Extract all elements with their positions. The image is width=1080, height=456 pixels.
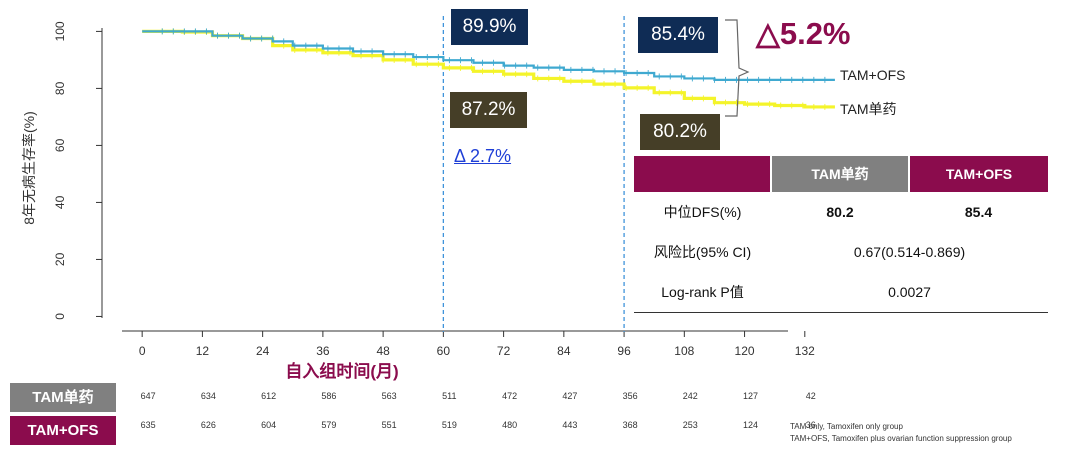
risk-number: 36 [805, 420, 816, 430]
stats-median-tam: 80.2 [826, 204, 854, 220]
callout-ofs-60: 89.9% [451, 9, 528, 45]
x-tick-label-72: 72 [497, 344, 511, 358]
risk-number: 612 [261, 391, 277, 401]
stats-row-hr: 风险比(95% CI) 0.67(0.514-0.869) [634, 232, 1048, 272]
stats-median-ofs: 85.4 [964, 204, 993, 220]
risk-number: 472 [502, 391, 518, 401]
risk-number: 124 [743, 420, 759, 430]
risk-number: 42 [805, 391, 816, 401]
x-tick-label-132: 132 [795, 344, 815, 358]
x-tick-label-48: 48 [376, 344, 390, 358]
y-tick-label-60: 60 [53, 138, 67, 152]
x-tick-label-96: 96 [617, 344, 631, 358]
y-tick-label-100: 100 [53, 21, 67, 41]
stats-label-median: 中位DFS(%) [663, 204, 742, 220]
risk-label-tam: TAM单药 [10, 383, 116, 412]
stats-row-median: 中位DFS(%) 80.2 85.4 [634, 192, 1048, 232]
risk-number: 586 [321, 391, 337, 401]
risk-number: 519 [441, 420, 457, 430]
stats-hr-value: 0.67(0.514-0.869) [853, 244, 966, 260]
delta-60-label: Δ 2.7% [454, 146, 512, 166]
footnote-tam-ofs: TAM+OFS, Tamoxifen plus ovarian function… [790, 434, 1012, 443]
callout-ofs-96: 85.4% [638, 17, 718, 53]
callout-tam-60: 87.2% [450, 92, 527, 128]
risk-number: 127 [743, 391, 759, 401]
stats-header-blank [634, 156, 772, 192]
risk-number: 480 [502, 420, 518, 430]
bracket-96-top [725, 19, 750, 117]
callout-tam-96: 80.2% [640, 114, 720, 150]
delta-96-label: △5.2% [756, 16, 851, 51]
risk-number: 253 [682, 420, 698, 430]
risk-number: 579 [321, 420, 337, 430]
y-tick-label-0: 0 [53, 313, 67, 320]
risk-number: 551 [381, 420, 397, 430]
risk-number: 647 [140, 391, 156, 401]
y-axis-label: 8年无病生存率(%) [21, 111, 37, 225]
risk-number: 443 [562, 420, 578, 430]
risk-number: 356 [622, 391, 638, 401]
difference-brackets [725, 19, 750, 117]
y-tick-label-40: 40 [53, 195, 67, 209]
risk-number: 604 [261, 420, 277, 430]
stats-label-hr: 风险比(95% CI) [653, 244, 752, 260]
y-tick-label-80: 80 [53, 81, 67, 95]
chart-axes [101, 28, 788, 332]
legend-tam-only: TAM单药 [840, 101, 897, 117]
series-lines [142, 28, 835, 110]
vertical-reference-lines [442, 16, 625, 332]
x-tick-label-0: 0 [139, 344, 146, 358]
stats-label-p: Log-rank P值 [634, 272, 771, 313]
stats-header-row: TAM单药 TAM+OFS [634, 156, 1048, 192]
x-axis-label: 自入组时间(月) [285, 361, 398, 381]
stats-table: TAM单药 TAM+OFS 中位DFS(%) 80.2 85.4 风险比(95%… [634, 156, 1048, 313]
x-tick-label-36: 36 [316, 344, 330, 358]
risk-number: 511 [442, 391, 457, 401]
stats-header-tam: TAM单药 [771, 156, 910, 192]
stats-p-value: 0.0027 [771, 272, 1048, 313]
risk-label-ofs: TAM+OFS [10, 416, 116, 445]
stats-row-p: Log-rank P值 0.0027 [634, 272, 1048, 313]
risk-number: 242 [682, 391, 698, 401]
stats-header-ofs: TAM+OFS [909, 156, 1048, 192]
risk-number: 635 [140, 420, 156, 430]
y-tick-label-20: 20 [53, 252, 67, 266]
risk-number: 368 [622, 420, 638, 430]
risk-number: 563 [381, 391, 397, 401]
legend-tam-ofs: TAM+OFS [840, 67, 905, 83]
x-tick-label-120: 120 [735, 344, 755, 358]
x-tick-label-108: 108 [674, 344, 694, 358]
footnote-tam-only: TAM only, Tamoxifen only group [790, 422, 903, 431]
x-tick-label-84: 84 [557, 344, 571, 358]
x-tick-label-24: 24 [256, 344, 270, 358]
risk-number: 626 [200, 420, 216, 430]
x-tick-label-12: 12 [196, 344, 210, 358]
x-ticks: 0 12 24 36 48 60 72 84 96 108 120 132 [139, 331, 815, 358]
risk-number: 634 [200, 391, 216, 401]
y-ticks: 0 20 40 60 80 100 [53, 21, 102, 320]
x-tick-label-60: 60 [437, 344, 451, 358]
risk-number: 427 [562, 391, 578, 401]
